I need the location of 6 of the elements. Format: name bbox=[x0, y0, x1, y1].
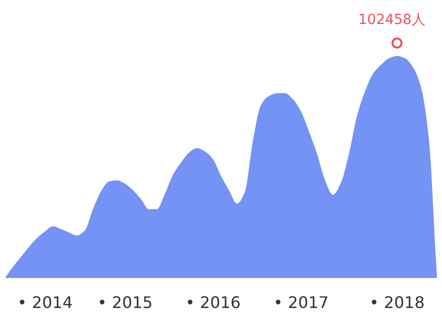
x-tick-label: • 2016 bbox=[185, 293, 241, 312]
x-tick-label: • 2018 bbox=[369, 293, 425, 312]
x-tick-label: • 2015 bbox=[97, 293, 153, 312]
annotation: 102458人 bbox=[358, 12, 426, 28]
x-tick-label: • 2014 bbox=[17, 293, 73, 312]
x-tick-label: • 2017 bbox=[273, 293, 329, 312]
